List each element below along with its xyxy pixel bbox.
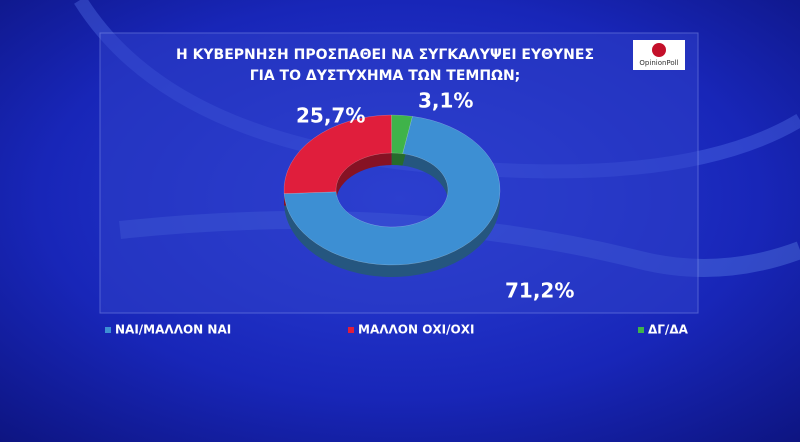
legend-label: ΜΑΛΛΟΝ ΟΧΙ/ΟΧΙ <box>358 323 474 337</box>
logo-icon <box>652 43 666 57</box>
legend-swatch <box>638 327 644 333</box>
legend-label: ΔΓ/ΔΑ <box>648 323 689 337</box>
title-line: ΓΙΑ ΤΟ ΔΥΣΤΥΧΗΜΑ ΤΩΝ ΤΕΜΠΩΝ; <box>250 68 521 84</box>
legend-swatch <box>348 327 354 333</box>
value-label: 25,7% <box>296 104 365 128</box>
slice <box>391 114 413 154</box>
title-line: Η ΚΥΒΕΡΝΗΣΗ ΠΡΟΣΠΑΘΕΙ ΝΑ ΣΥΓΚΑΛΥΨΕΙ ΕΥΘΥ… <box>176 47 594 63</box>
value-label: 71,2% <box>505 279 574 303</box>
slice <box>283 114 392 194</box>
slice <box>283 116 501 266</box>
value-label: 3,1% <box>418 89 473 113</box>
logo: OpinionPoll <box>639 59 678 67</box>
legend-label: ΝΑΙ/ΜΑΛΛΟΝ ΝΑΙ <box>115 323 231 337</box>
legend-swatch <box>105 327 111 333</box>
